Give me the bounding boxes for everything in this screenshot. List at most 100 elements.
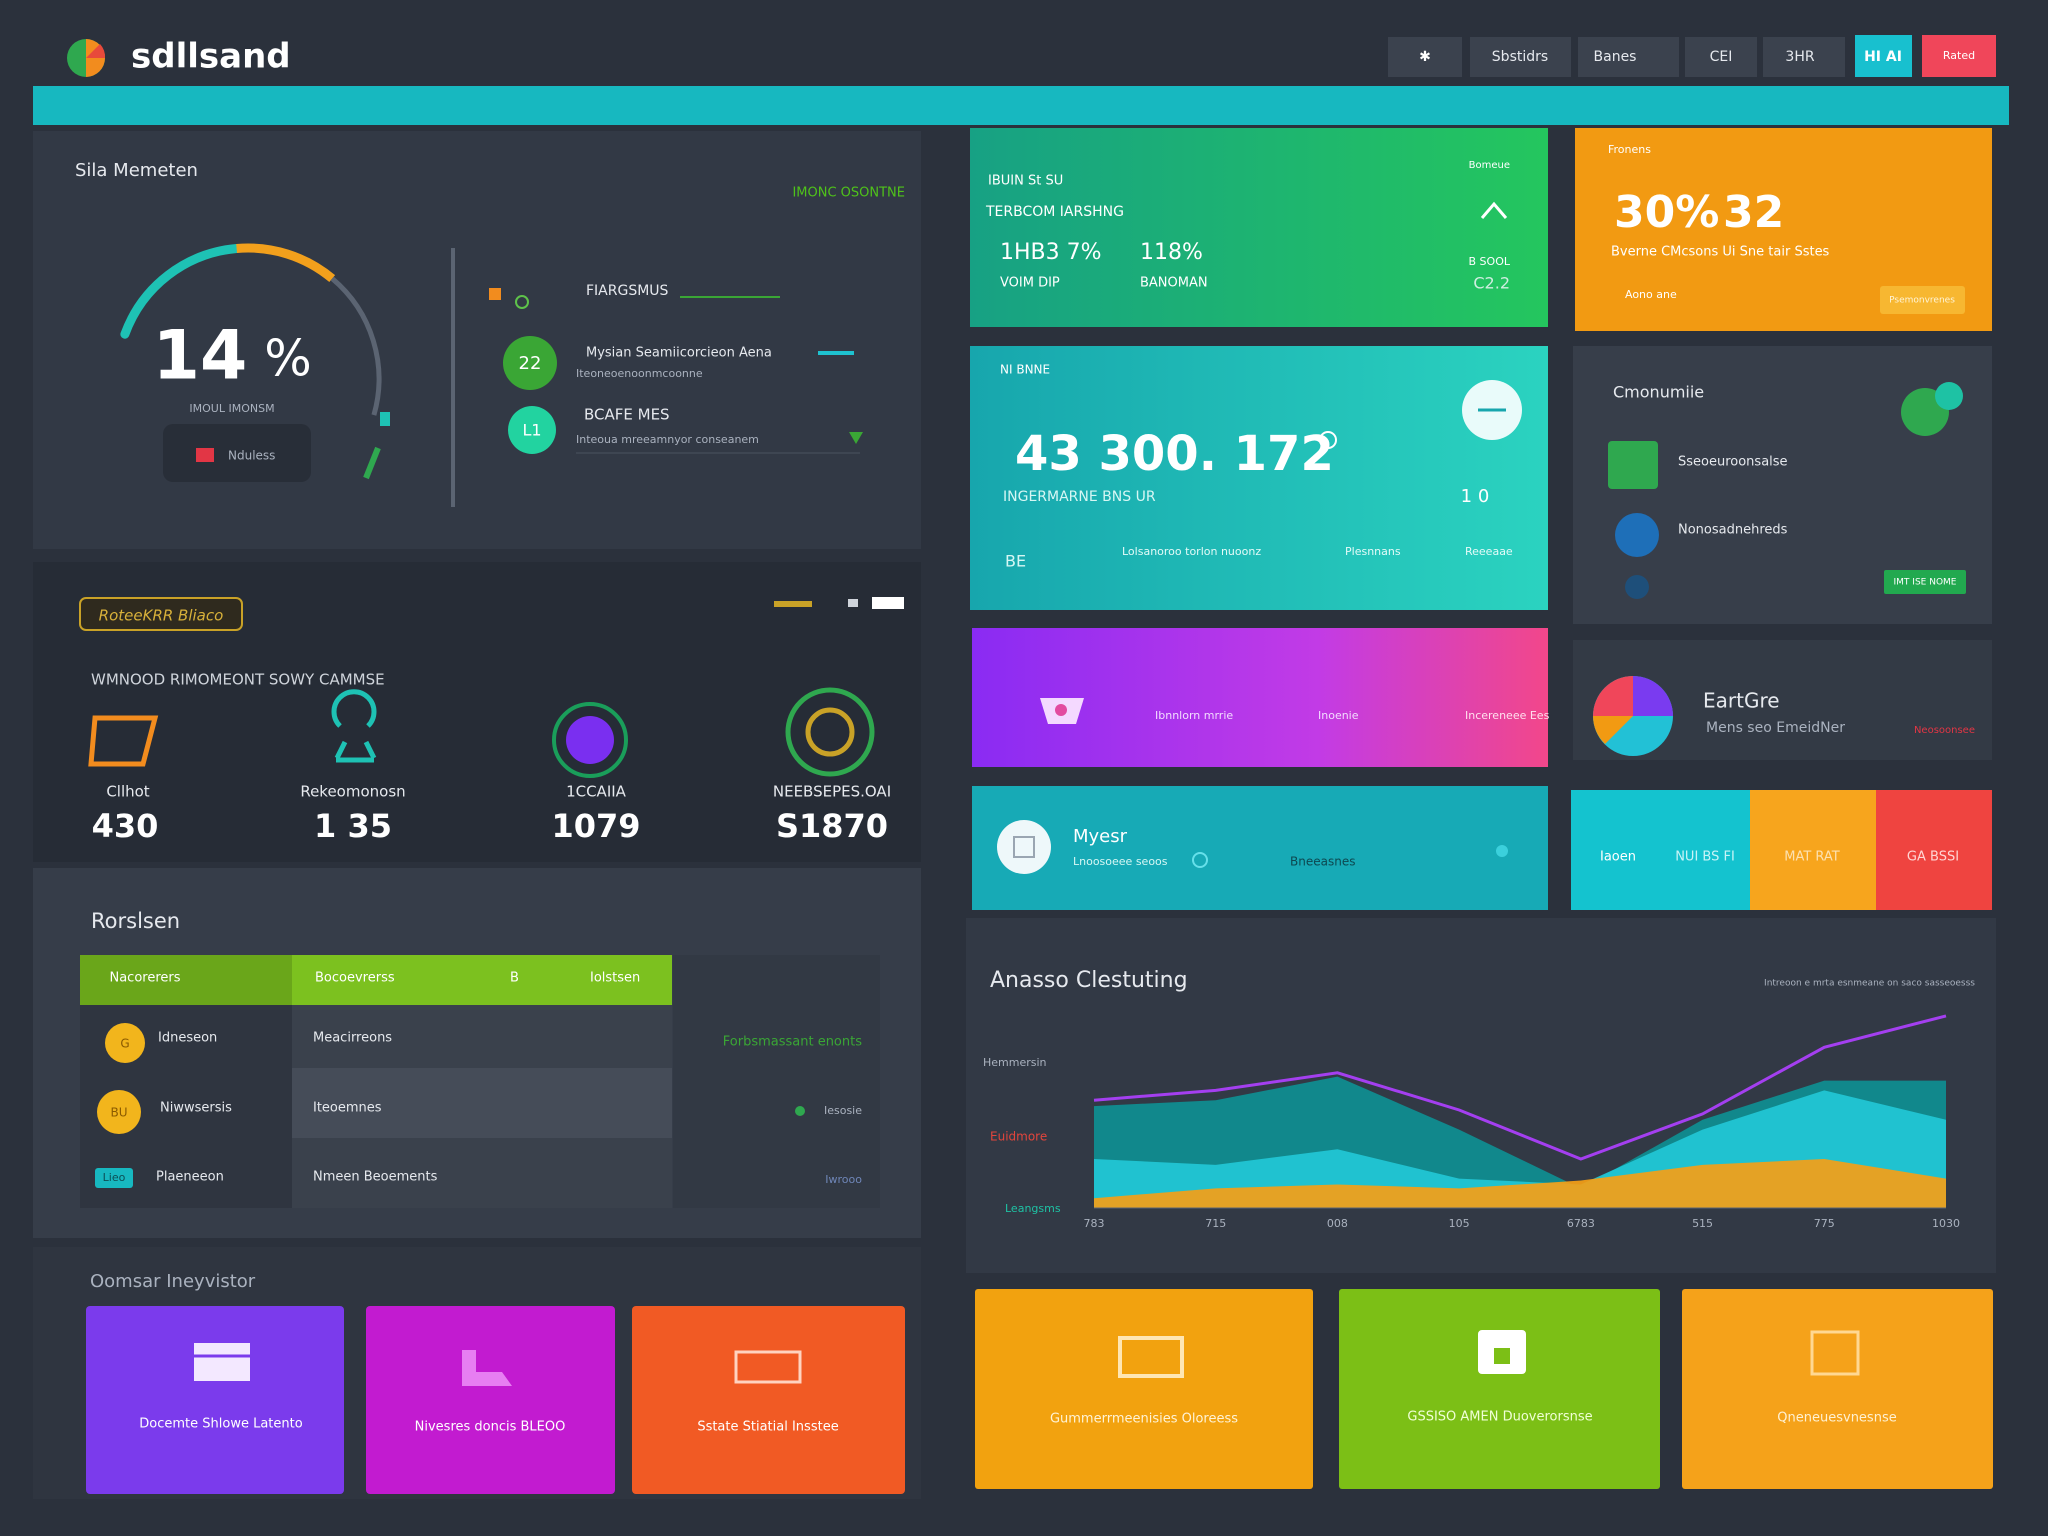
feature-card[interactable]	[1339, 1289, 1660, 1489]
card-side: 1 0	[1461, 486, 1490, 507]
feature-card[interactable]	[975, 1289, 1313, 1489]
x-tick-label: 105	[1449, 1217, 1470, 1230]
card-value: 32	[1723, 187, 1784, 238]
card-item: Inoenie	[1318, 709, 1359, 722]
card-icon	[462, 1350, 512, 1386]
card-subtitle: Mens seo EmeidNer	[1706, 720, 1845, 736]
button-icon	[196, 448, 214, 462]
stat-icon	[552, 702, 628, 778]
table-panel: Rorslsen Nacorerers Bocoevrerss B Iolsts…	[33, 868, 921, 1238]
nav-button[interactable]	[1578, 37, 1679, 77]
stat-value: S1870	[776, 807, 888, 845]
row-badge	[105, 1023, 145, 1063]
nav-item[interactable]: Rated	[1943, 49, 1975, 62]
nav-button[interactable]	[1855, 35, 1912, 77]
chart-panel: Anasso Clestuting Intreoon e mrta esnmea…	[966, 918, 1996, 1273]
button-label[interactable]: Psemonvrenes	[1889, 296, 1955, 306]
stat-icon	[331, 689, 377, 763]
purple-card: Ibnnlorn mrrie Inoenie Incereneee Ees	[972, 628, 1550, 767]
segment	[1571, 790, 1750, 910]
card-icon	[1810, 1330, 1860, 1376]
button[interactable]	[163, 424, 311, 482]
card-stat: 118%	[1140, 240, 1203, 265]
row-badge	[95, 1168, 133, 1188]
nav-button[interactable]	[1922, 35, 1996, 77]
avatar	[1013, 836, 1035, 858]
pie-icon	[1633, 676, 1673, 716]
nav-button[interactable]	[1763, 37, 1845, 77]
actions-panel: Oomsar Ineyvistor Docemte Shlowe Latento…	[33, 1247, 921, 1499]
card-tag: Fronens	[1608, 143, 1651, 156]
table-row	[292, 1005, 672, 1068]
action-card[interactable]	[86, 1306, 344, 1494]
button[interactable]	[1880, 286, 1965, 314]
table-heading: Bocoevrerss	[315, 971, 395, 986]
nav-button[interactable]	[1470, 37, 1571, 77]
segment	[1750, 790, 1876, 910]
stat-value: 430	[92, 807, 159, 845]
gauge-value: 14	[153, 317, 248, 396]
segment-label: GA BSSI	[1907, 850, 1959, 865]
pie-icon	[1593, 676, 1633, 716]
table-heading: Iolstsen	[590, 971, 640, 986]
button[interactable]	[1884, 570, 1966, 594]
green-card: IBUIN St SU TERBCOM IARSHNG 1HB3 7% 118%…	[970, 128, 1548, 327]
button-label[interactable]: IMT ISE NOME	[1894, 578, 1957, 588]
gauge-arc	[120, 244, 242, 339]
stat-label: 1CCAIIA	[566, 783, 627, 801]
card-foot: Reeeaae	[1465, 545, 1513, 558]
card-label[interactable]: Nivesres doncis BLEOO	[415, 1420, 566, 1435]
nav-item[interactable]: CEI	[1710, 49, 1733, 65]
card-icon	[734, 1350, 802, 1384]
avatar	[997, 820, 1051, 874]
card-subtitle: Lnoosoeee seoos	[1073, 855, 1168, 868]
indicator	[1192, 852, 1208, 868]
nav-icon: ✱	[1419, 49, 1431, 65]
segment-label: NUI BS FI	[1675, 850, 1735, 865]
card-value: 43 300. 172	[1015, 426, 1334, 482]
y-label: Euidmore	[990, 1130, 1047, 1144]
action-card[interactable]	[366, 1306, 615, 1494]
table-side	[673, 955, 880, 1208]
nav-item[interactable]: Sbstidrs	[1492, 49, 1548, 65]
nav-item[interactable]: Banes	[1594, 49, 1637, 65]
table-note: Iwrooo	[825, 1173, 862, 1186]
stat-value: 1079	[551, 807, 640, 845]
card-label[interactable]: Docemte Shlowe Latento	[139, 1417, 302, 1432]
nav-item[interactable]: 3HR	[1785, 49, 1814, 65]
item-title: FIARGSMUS	[586, 283, 669, 299]
table-header	[80, 955, 292, 1005]
table-cell: Idneseon	[158, 1031, 217, 1046]
card-tag: Neosoonsee	[1914, 725, 1975, 736]
nav-button[interactable]	[1685, 37, 1757, 77]
item-badge	[503, 336, 557, 390]
stat-label: Cllhot	[106, 783, 149, 801]
card-caption: INGERMARNE BNS UR	[1003, 489, 1156, 505]
stat-icon	[785, 687, 875, 777]
card-label[interactable]: Gummerrmeenisies Oloreess	[1050, 1412, 1238, 1427]
note-dot	[795, 1106, 805, 1116]
action-card[interactable]	[632, 1306, 905, 1494]
card-label[interactable]: Qneneuesvnesnse	[1777, 1411, 1896, 1426]
button-label[interactable]: Nduless	[228, 449, 275, 463]
card-title: EartGre	[1703, 689, 1780, 713]
feature-card[interactable]	[1682, 1289, 1993, 1489]
panel-tag: IMONC OSONTNE	[792, 186, 905, 201]
logo	[86, 44, 106, 58]
panel-badge	[79, 597, 243, 631]
item-label: Nonosadnehreds	[1678, 523, 1788, 538]
item-subtitle: Inteoua mreeamnyor conseanem	[576, 433, 759, 446]
item-badge	[508, 406, 556, 454]
nav-item[interactable]: HI AI	[1864, 49, 1902, 65]
card-icon-label: BE	[1005, 552, 1026, 571]
decoration	[1625, 575, 1649, 599]
nav-button[interactable]	[1388, 37, 1462, 77]
table-note: Forbsmassant enonts	[723, 1035, 862, 1050]
card-item: Ibnnlorn mrrie	[1155, 709, 1233, 722]
item-icon	[489, 288, 501, 300]
card-label[interactable]: Sstate Stiatial Insstee	[697, 1420, 838, 1435]
stat-icon	[566, 716, 614, 764]
card-label[interactable]: GSSISO AMEN Duoverorsnse	[1407, 1410, 1592, 1425]
card	[970, 346, 1548, 610]
chevron	[1480, 201, 1508, 219]
